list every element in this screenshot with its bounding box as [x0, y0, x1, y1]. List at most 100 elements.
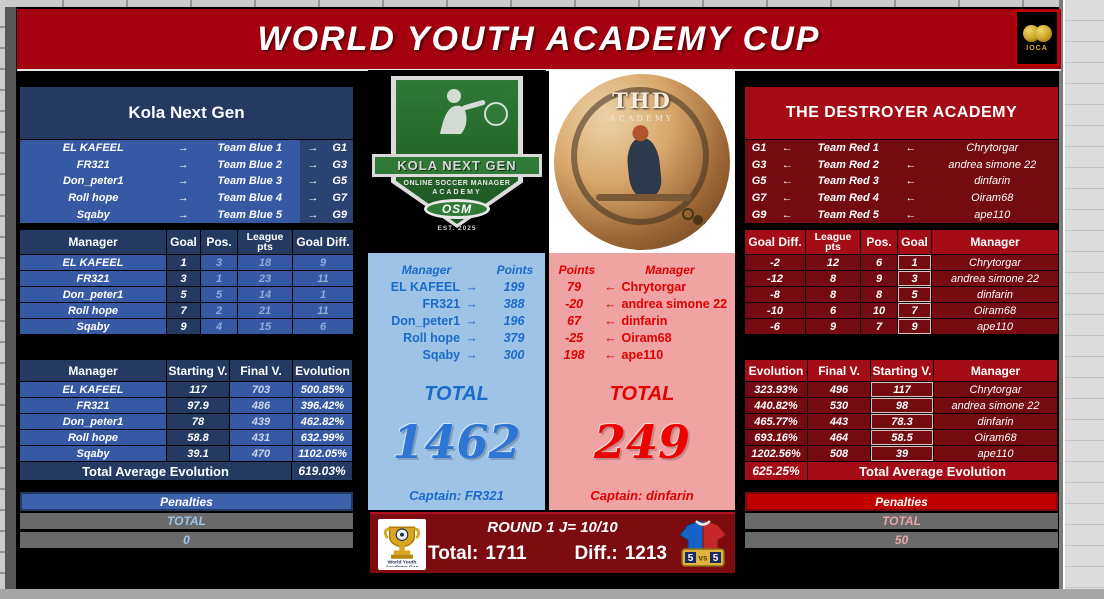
goal-cell: 5 [167, 287, 200, 302]
assignment-row: G9 ← Team Red 5 ← ape110 [745, 206, 1058, 223]
evolution-cell: 1202.56% [745, 446, 807, 461]
mini-crest-icon [484, 102, 508, 126]
manager-name: EL KAFEEL [20, 255, 166, 270]
ioca-logo: IOCA [1015, 10, 1059, 66]
column-header: League pts [238, 230, 292, 254]
goal-diff-cell: -8 [745, 287, 805, 302]
title-banner: WORLD YOUTH ACADEMY CUP IOCA [17, 9, 1061, 71]
column-header: Manager [401, 262, 452, 277]
manager-name: andrea simone 22 [621, 296, 728, 311]
pos-cell: 5 [201, 287, 237, 302]
goal-diff-cell: 1 [293, 287, 353, 302]
table-footer-row: 625.25% Total Average Evolution [745, 462, 1057, 480]
points-header-row: Manager Points [368, 261, 545, 278]
column-header: Final V. [808, 360, 870, 381]
points-value: 379 [503, 330, 525, 345]
penalties-total-value: 0 [20, 532, 353, 548]
column-header: Evolution [745, 360, 807, 381]
column-header: Starting V. [871, 360, 933, 381]
team-name: Team Blue 2 [217, 158, 282, 171]
window-frame-left [0, 7, 5, 589]
manager-name: ape110 [934, 446, 1057, 461]
column-header: Starting V. [167, 360, 229, 381]
league-pts-cell: 6 [806, 303, 860, 318]
points-value: -25 [565, 330, 584, 345]
blue-penalties-table: Penalties TOTAL 0 [20, 492, 353, 548]
kola-subtitle: ONLINE SOCCER MANAGER [403, 180, 511, 187]
goal-cell: 9 [898, 319, 931, 334]
points-row: 79 ← Chrytorgar [549, 278, 735, 295]
blue-stats-table: Manager Goal Pos. League pts Goal Diff. … [20, 230, 353, 334]
total-value: 1711 [485, 543, 527, 564]
svg-text:5: 5 [688, 553, 694, 564]
assignment-row: G5 ← Team Red 3 ← dinfarin [745, 173, 1058, 190]
manager-name: EL KAFEEL [20, 382, 166, 397]
soccer-ball-icon [1034, 25, 1052, 42]
column-header: Manager [20, 230, 166, 254]
manager-name: andrea simone 22 [932, 271, 1058, 286]
red-penalties-table: Penalties TOTAL 50 [745, 492, 1058, 548]
group-cell: G3 [751, 158, 767, 171]
manager-name: Don_peter1 [391, 313, 461, 328]
points-value: 198 [563, 347, 585, 362]
red-points-panel: Points Manager 79 ← Chrytorgar -20 ← andrea s… [549, 253, 735, 510]
total-label: Total: [428, 543, 479, 564]
blue-team-assignments: EL KAFEEL → Team Blue 1 → G1 FR321 → Team Blue … [20, 140, 353, 223]
penalties-total-value: 50 [745, 532, 1058, 548]
goal-diff-cell: 9 [293, 255, 353, 270]
arrow-right-icon: → [465, 313, 478, 328]
window-frame-bottom [0, 589, 1104, 599]
total-average-evolution-label: Total Average Evolution [20, 462, 291, 480]
manager-name: dinfarin [934, 414, 1057, 429]
arrow-left-icon: ← [781, 208, 793, 221]
league-pts-cell: 8 [806, 287, 860, 302]
assignment-row: G1 ← Team Red 1 ← Chrytorgar [745, 140, 1058, 157]
final-value-cell: 486 [230, 398, 292, 413]
worksheet-cells-column[interactable] [1063, 0, 1104, 599]
arrow-right-icon: → [177, 208, 189, 221]
red-total-points: 249 [593, 415, 691, 469]
total-score: Total: 1711 [428, 543, 527, 565]
arrow-right-icon: → [177, 142, 189, 155]
kola-next-gen-logo: KOLA NEXT GEN ONLINE SOCCER MANAGER ACAD… [368, 70, 546, 253]
column-header: Pos. [201, 230, 237, 254]
pos-cell: 6 [861, 255, 897, 270]
assignment-row: EL KAFEEL → Team Blue 1 → G1 [20, 140, 353, 157]
blue-points-rows: EL KAFEEL → 199 FR321 → 388 Don_peter1 → 196 Roll… [368, 278, 545, 363]
table-header-row: Goal Diff. League pts Pos. Goal Manager [745, 230, 1058, 254]
window-frame-left-dark [5, 7, 16, 589]
starting-value-cell: 58.8 [167, 430, 229, 445]
manager-name: andrea simone 22 [948, 158, 1037, 171]
manager-name: Oiram68 [621, 330, 672, 345]
manager-name: Don_peter1 [62, 175, 124, 188]
kola-banner-ribbon: KOLA NEXT GEN [372, 154, 542, 177]
team-name: Team Blue 5 [217, 208, 282, 221]
assignment-row: G3 ← Team Red 2 ← andrea simone 22 [745, 156, 1058, 174]
column-header: Pos. [861, 230, 897, 254]
league-pts-cell: 14 [238, 287, 292, 302]
total-label: TOTAL [424, 383, 489, 405]
points-row: 198 ← ape110 [549, 346, 735, 363]
arrow-left-icon: ← [781, 142, 793, 155]
pos-cell: 9 [861, 271, 897, 286]
svg-text:World Youth: World Youth [388, 559, 417, 565]
goal-cell: 5 [898, 287, 931, 302]
final-value-cell: 496 [808, 382, 870, 397]
group-cell: G7 [751, 192, 767, 205]
manager-name: Roll hope [20, 430, 166, 445]
league-pts-cell: 21 [238, 303, 292, 318]
team-name: Team Blue 4 [217, 192, 282, 205]
team-name: Team Blue 1 [217, 142, 282, 155]
manager-name: Sqaby [20, 446, 166, 461]
goal-cell: 1 [898, 255, 931, 270]
pos-cell: 1 [201, 271, 237, 286]
red-points-rows: 79 ← Chrytorgar -20 ← andrea simone 22 67 ← dinf… [549, 278, 735, 363]
manager-name: Oiram68 [971, 192, 1014, 205]
blue-team-table: Kola Next Gen EL KAFEEL → Team Blue 1 → G1 FR… [20, 87, 353, 223]
penalties-title: Penalties [20, 492, 353, 511]
5vs5-jersey-icon: 5 vs 5 [674, 515, 732, 573]
thd-photo-circle: THD ACADEMY [554, 73, 730, 250]
arrow-right-icon: → [299, 140, 327, 157]
final-value-cell: 464 [808, 430, 870, 445]
